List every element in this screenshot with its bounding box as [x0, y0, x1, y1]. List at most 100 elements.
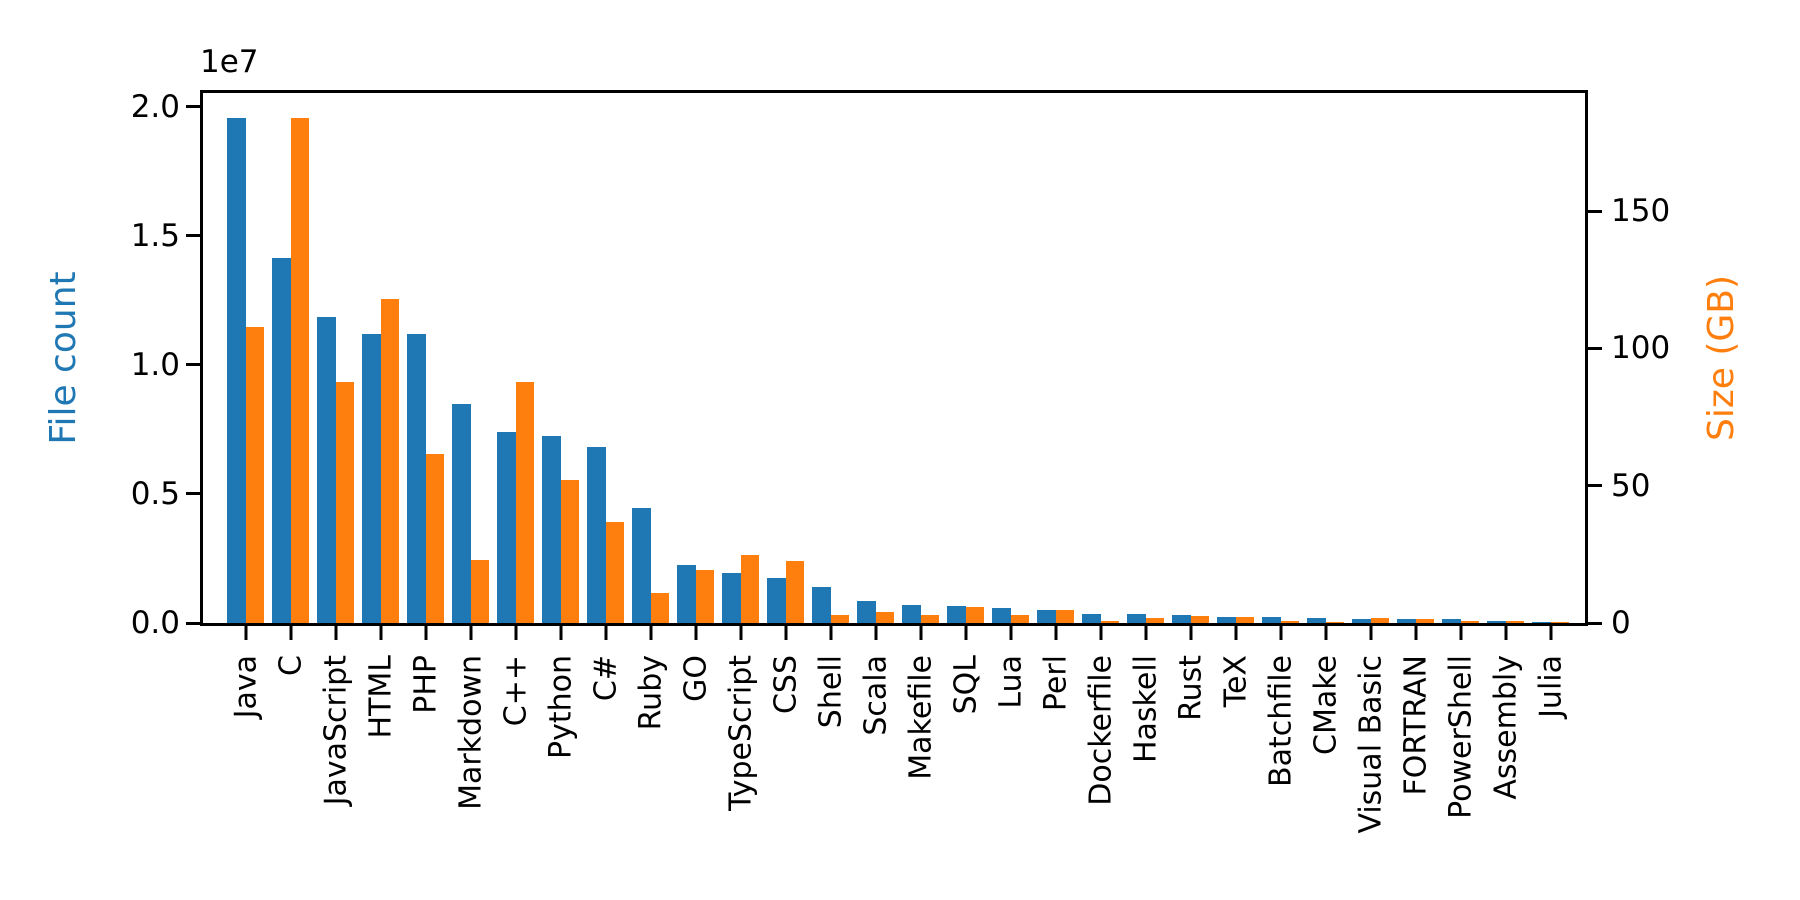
size-gb-bar — [425, 454, 444, 623]
left-y-tick-mark — [186, 621, 200, 625]
x-tick-mark — [514, 626, 517, 640]
bar-group: C — [268, 93, 313, 676]
bar-group: FORTRAN — [1393, 93, 1438, 795]
x-tick-mark — [334, 626, 337, 640]
x-tick-label: Rust — [1173, 655, 1208, 721]
file-count-bar — [992, 608, 1011, 623]
bar-group: Julia — [1528, 93, 1573, 718]
size-gb-bar — [1190, 615, 1209, 623]
bar-group: Java — [223, 93, 268, 718]
size-gb-bar — [785, 560, 804, 623]
size-gb-bar — [1145, 617, 1164, 623]
bar-group: Scala — [853, 93, 898, 736]
file-count-bar — [497, 432, 516, 623]
x-tick-mark — [244, 626, 247, 640]
bar-group: TeX — [1213, 93, 1258, 707]
x-tick-label: Dockerfile — [1083, 655, 1118, 806]
x-tick-label: Ruby — [633, 655, 668, 731]
file-count-bar — [407, 334, 426, 623]
x-tick-mark — [379, 626, 382, 640]
x-tick-label: FORTRAN — [1398, 655, 1433, 796]
file-count-bar — [362, 334, 381, 623]
file-count-bar — [1217, 616, 1236, 623]
x-tick-label: CSS — [768, 655, 803, 715]
x-tick-label: Lua — [993, 655, 1028, 709]
x-tick-label: C — [273, 655, 308, 676]
size-gb-bar — [965, 607, 984, 623]
bar-group: JavaScript — [313, 93, 358, 805]
axis-offset-text: 1e7 — [200, 44, 259, 80]
x-tick-label: TypeScript — [723, 655, 758, 811]
size-gb-bar — [1280, 621, 1299, 623]
bar-group: Haskell — [1123, 93, 1168, 763]
bar-group: Perl — [1033, 93, 1078, 711]
size-gb-bar — [1010, 615, 1029, 623]
x-tick-mark — [1144, 626, 1147, 640]
x-tick-mark — [424, 626, 427, 640]
x-tick-label: Perl — [1038, 655, 1073, 712]
right-y-tick-label: 0 — [1611, 605, 1631, 641]
left-y-tick-label: 1.5 — [130, 217, 180, 254]
x-tick-label: Visual Basic — [1353, 655, 1388, 834]
bar-group: PowerShell — [1438, 93, 1483, 819]
size-gb-bar — [1460, 621, 1479, 623]
left-y-tick-label: 2.0 — [130, 88, 180, 125]
size-gb-bar — [1055, 610, 1074, 623]
x-tick-mark — [1324, 626, 1327, 640]
left-y-tick-label: 1.0 — [130, 346, 180, 383]
size-gb-bar — [470, 559, 489, 623]
x-tick-mark — [1054, 626, 1057, 640]
file-count-bar — [1397, 619, 1416, 623]
size-gb-bar — [875, 612, 894, 623]
bar-group: Shell — [808, 93, 853, 728]
x-tick-mark — [649, 626, 652, 640]
file-count-bar — [1172, 614, 1191, 623]
size-gb-bar — [830, 614, 849, 623]
x-tick-mark — [964, 626, 967, 640]
file-count-bar — [902, 605, 921, 623]
x-tick-mark — [559, 626, 562, 640]
file-count-bar — [1487, 620, 1506, 623]
x-tick-mark — [739, 626, 742, 640]
plot-area: Java C JavaScript HTML PHP Markdown C++ Python C… — [186, 90, 1602, 834]
right-y-axis-label: Size (GB) — [1701, 274, 1742, 442]
right-y-tick-mark — [1588, 484, 1602, 488]
left-y-tick-mark — [186, 105, 200, 109]
file-count-bar — [1307, 618, 1326, 623]
size-gb-bar — [1415, 618, 1434, 623]
x-tick-label: HTML — [363, 655, 398, 739]
file-count-bar — [1262, 616, 1281, 623]
bar-group: Visual Basic — [1348, 93, 1393, 834]
x-tick-mark — [1189, 626, 1192, 640]
bar-group: Rust — [1168, 93, 1213, 721]
x-tick-label: Haskell — [1128, 655, 1163, 764]
file-count-bar — [1532, 621, 1551, 623]
x-tick-label: GO — [678, 655, 713, 702]
size-gb-bar — [380, 298, 399, 623]
bar-group: Ruby — [628, 93, 673, 730]
x-tick-label: Batchfile — [1263, 655, 1298, 787]
bar-group: Makefile — [898, 93, 943, 780]
bar-group: CSS — [763, 93, 808, 714]
x-tick-label: PowerShell — [1443, 655, 1478, 819]
x-tick-mark — [1459, 626, 1462, 640]
x-tick-mark — [1009, 626, 1012, 640]
x-tick-label: JavaScript — [318, 655, 353, 806]
x-tick-label: Makefile — [903, 655, 938, 780]
bar-group: SQL — [943, 93, 988, 714]
file-count-bar — [767, 578, 786, 623]
file-count-bar — [677, 564, 696, 623]
x-tick-label: Scala — [858, 655, 893, 736]
file-count-bar — [317, 317, 336, 623]
bar-group: Markdown — [448, 93, 493, 810]
x-tick-mark — [1099, 626, 1102, 640]
right-y-tick-mark — [1588, 621, 1602, 625]
size-gb-bar — [1370, 617, 1389, 623]
size-gb-bar — [1325, 621, 1344, 623]
size-gb-bar — [740, 555, 759, 623]
x-tick-mark — [1549, 626, 1552, 640]
x-tick-label: PHP — [408, 655, 443, 714]
bar-group: HTML — [358, 93, 403, 738]
file-count-bar — [272, 257, 291, 623]
